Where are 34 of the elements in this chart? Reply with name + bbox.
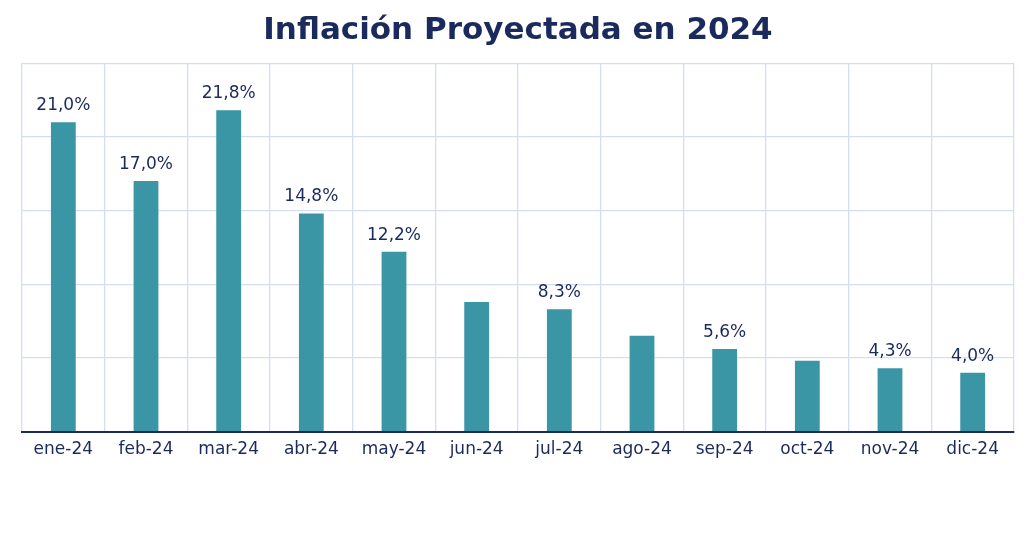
bar	[464, 301, 490, 431]
x-tick-label: dic-24	[946, 438, 999, 459]
bar	[712, 349, 738, 431]
data-label: 5,6%	[703, 321, 747, 341]
bar	[133, 181, 159, 431]
chart-title: Inflación Proyectada en 2024	[263, 9, 773, 46]
data-label: 4,0%	[951, 344, 995, 365]
bar	[629, 335, 655, 431]
x-tick-label: sep-24	[695, 438, 754, 459]
bar	[546, 309, 572, 431]
x-tick-label: jul-24	[534, 438, 584, 459]
data-label: 12,2%	[366, 223, 422, 244]
bar	[877, 368, 903, 431]
bar	[381, 251, 407, 431]
bar	[50, 122, 76, 431]
bar	[960, 372, 986, 431]
x-tick-label: oct-24	[780, 438, 835, 459]
data-label: 17,0%	[118, 153, 174, 174]
data-label: 21,8%	[201, 82, 256, 103]
x-tick-label: feb-24	[118, 438, 174, 459]
data-label: 21,0%	[36, 94, 91, 115]
x-tick-label: ene-24	[33, 438, 94, 459]
bar	[298, 213, 324, 431]
data-label: 4,3%	[868, 340, 912, 361]
x-tick-label: mar-24	[198, 438, 259, 459]
x-tick-label: ago-24	[612, 438, 672, 459]
x-tick-label: nov-24	[860, 438, 920, 459]
x-tick-label: abr-24	[283, 438, 339, 459]
data-label: 14,8%	[284, 185, 339, 206]
x-tick-label: may-24	[361, 438, 427, 459]
bar	[794, 360, 820, 431]
x-tick-label: jun-24	[448, 438, 504, 459]
bar	[216, 110, 242, 431]
data-label: 8,3%	[537, 281, 581, 302]
